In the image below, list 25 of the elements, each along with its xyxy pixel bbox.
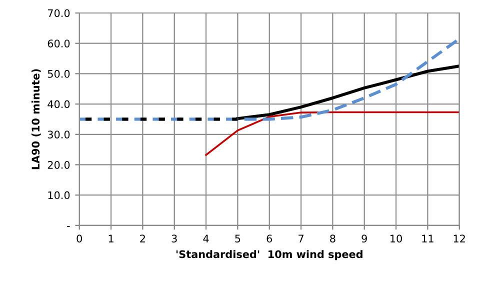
y-tick-label: 10.0 <box>48 191 70 200</box>
y-tick-label: 60.0 <box>48 40 70 48</box>
x-tick-label: 1 <box>108 234 114 242</box>
x-tick-label: 10 <box>390 234 402 243</box>
x-tick-label: 5 <box>235 234 240 243</box>
x-tick-label: 0 <box>76 234 82 243</box>
y-tick-label: 20.0 <box>48 160 70 169</box>
x-tick-label: 9 <box>362 234 367 243</box>
y-tick-label: 70.0 <box>48 9 70 18</box>
x-tick-label: 7 <box>298 234 304 242</box>
x-tick-label: 12 <box>454 234 465 242</box>
y-tick-label: 30.0 <box>48 130 70 138</box>
y-tick-label: - <box>67 226 70 227</box>
line-series <box>205 111 460 156</box>
line-series <box>79 37 460 121</box>
y-tick-label: 40.0 <box>48 100 70 108</box>
y-tick-label: 50.0 <box>48 70 70 78</box>
x-tick-label: 6 <box>266 234 272 243</box>
x-tick-label: 8 <box>330 234 336 243</box>
y-axis-title: LA90 (10 minute) <box>32 69 41 170</box>
x-axis-title: 'Standardised' 10m wind speed <box>176 250 362 260</box>
x-tick-label: 4 <box>203 234 209 242</box>
x-tick-label: 3 <box>172 234 177 243</box>
x-tick-label: 2 <box>140 234 145 242</box>
x-tick-label: 11 <box>422 234 434 242</box>
